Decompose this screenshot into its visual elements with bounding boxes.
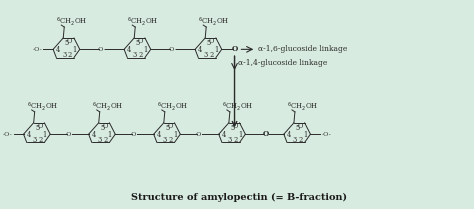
Text: -O-: -O- (97, 47, 107, 52)
Text: 4: 4 (91, 131, 96, 139)
Text: -O-: -O- (3, 132, 13, 137)
Text: 1: 1 (143, 46, 147, 54)
Text: 4: 4 (198, 46, 202, 54)
Text: 2: 2 (139, 51, 143, 59)
Text: α-1,4-glucoside linkage: α-1,4-glucoside linkage (238, 59, 328, 67)
Text: 3: 3 (163, 135, 167, 144)
Text: 2: 2 (103, 135, 108, 144)
Text: O: O (298, 122, 303, 130)
Text: 1: 1 (72, 46, 76, 54)
Text: 4: 4 (156, 131, 161, 139)
Text: 5: 5 (35, 124, 39, 132)
Text: 1: 1 (238, 131, 242, 139)
Text: 3: 3 (133, 51, 137, 59)
Text: 2: 2 (210, 51, 214, 59)
Text: -O-: -O- (129, 132, 139, 137)
Text: 5: 5 (230, 124, 235, 132)
Text: $^6$CH$_2$OH: $^6$CH$_2$OH (92, 101, 123, 113)
Text: 2: 2 (168, 135, 173, 144)
Text: 3: 3 (98, 135, 102, 144)
Text: 1: 1 (108, 131, 112, 139)
Text: 4: 4 (127, 46, 131, 54)
Text: 4: 4 (56, 46, 60, 54)
Text: 3: 3 (32, 135, 36, 144)
Text: 2: 2 (38, 135, 43, 144)
Text: 5: 5 (64, 39, 69, 47)
Text: Structure of amylopectin (= B-fraction): Structure of amylopectin (= B-fraction) (131, 193, 347, 202)
Text: 3: 3 (62, 51, 66, 59)
Text: O: O (138, 37, 143, 45)
Text: 2: 2 (68, 51, 72, 59)
Text: O: O (37, 122, 43, 130)
Text: 5: 5 (165, 124, 169, 132)
Text: $^6$CH$_2$OH: $^6$CH$_2$OH (157, 101, 189, 113)
Text: -O-: -O- (168, 47, 178, 52)
Text: O: O (232, 122, 238, 130)
Text: 1: 1 (214, 46, 219, 54)
Text: O: O (167, 122, 173, 130)
Text: 1: 1 (303, 131, 307, 139)
Text: -O-: -O- (64, 132, 74, 137)
Text: 5: 5 (295, 124, 300, 132)
Text: 4: 4 (221, 131, 226, 139)
Text: $^6$CH$_2$OH: $^6$CH$_2$OH (222, 101, 254, 113)
Text: 1: 1 (173, 131, 177, 139)
Text: α-1,6-glucoside linkage: α-1,6-glucoside linkage (258, 45, 347, 53)
Text: 2: 2 (234, 135, 237, 144)
Text: -O-: -O- (321, 132, 331, 137)
Text: O: O (231, 45, 238, 53)
Text: O: O (263, 130, 269, 138)
Text: 4: 4 (287, 131, 291, 139)
Text: $^6$CH$_2$OH: $^6$CH$_2$OH (128, 16, 159, 28)
Text: 5: 5 (207, 39, 211, 47)
Text: O: O (102, 122, 108, 130)
Text: O: O (209, 37, 214, 45)
Text: 3: 3 (204, 51, 208, 59)
Text: -O-: -O- (33, 47, 42, 52)
Text: $^6$CH$_2$OH: $^6$CH$_2$OH (287, 101, 319, 113)
Text: 3: 3 (228, 135, 232, 144)
Text: 5: 5 (100, 124, 104, 132)
Text: 2: 2 (299, 135, 303, 144)
Text: 4: 4 (26, 131, 31, 139)
Text: $^6$CH$_2$OH: $^6$CH$_2$OH (198, 16, 230, 28)
Text: $^6$CH$_2$OH: $^6$CH$_2$OH (56, 16, 88, 28)
Text: $^6$CH$_2$OH: $^6$CH$_2$OH (27, 101, 58, 113)
Text: 5: 5 (136, 39, 140, 47)
Text: O: O (67, 37, 73, 45)
Text: 3: 3 (292, 135, 297, 144)
Text: 1: 1 (43, 131, 47, 139)
Text: -O-: -O- (195, 132, 204, 137)
